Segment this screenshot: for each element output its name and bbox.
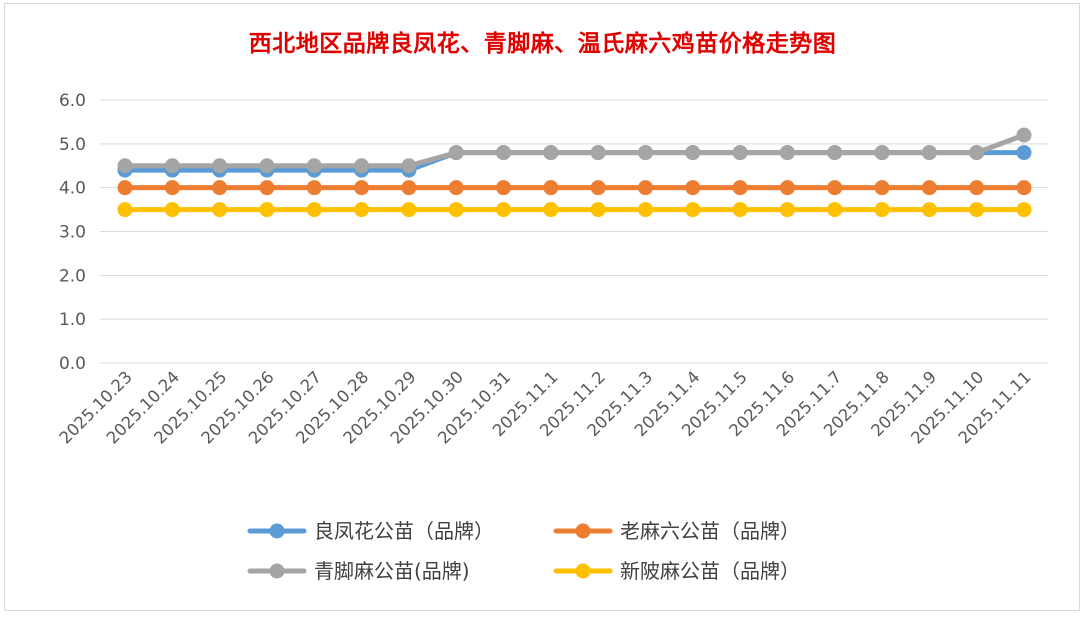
series-4	[117, 202, 1032, 218]
data-point	[827, 202, 843, 218]
chart-title: 西北地区品牌良凤花、青脚麻、温氏麻六鸡苗价格走势图	[248, 30, 837, 57]
data-point	[921, 202, 937, 218]
data-point	[448, 180, 464, 196]
data-point	[496, 180, 512, 196]
data-point	[448, 145, 464, 161]
legend: 良凤花公苗（品牌） 老麻六公苗（品牌） 青脚麻公苗(品牌) 新陂麻公苗（品牌）	[247, 519, 800, 583]
data-point	[827, 180, 843, 196]
data-point	[874, 180, 890, 196]
data-point	[779, 180, 795, 196]
data-point	[401, 180, 417, 196]
data-point	[921, 145, 937, 161]
data-point	[164, 158, 180, 174]
data-point	[637, 180, 653, 196]
gridlines	[100, 99, 1048, 364]
legend-item: 老麻六公苗（品牌）	[553, 519, 800, 543]
data-point	[354, 158, 370, 174]
legend-label: 新陂麻公苗（品牌）	[620, 559, 800, 583]
data-point	[1016, 145, 1032, 161]
data-point	[969, 202, 985, 218]
data-point	[732, 145, 748, 161]
data-point	[117, 202, 133, 218]
data-point	[685, 180, 701, 196]
legend-label: 青脚麻公苗(品牌)	[314, 559, 470, 583]
data-point	[543, 180, 559, 196]
y-tick-label: 0.0	[59, 354, 86, 374]
chart-frame	[4, 3, 1080, 611]
data-point	[306, 180, 322, 196]
data-point	[590, 145, 606, 161]
legend-swatch-marker	[575, 523, 591, 539]
series-line	[122, 132, 1027, 169]
x-axis-ticks: 2025.10.232025.10.242025.10.252025.10.26…	[56, 367, 1035, 447]
y-tick-label: 3.0	[59, 223, 86, 243]
data-point	[543, 202, 559, 218]
data-point	[1016, 202, 1032, 218]
data-point	[969, 180, 985, 196]
data-point	[259, 202, 275, 218]
legend-swatch-marker	[575, 563, 591, 579]
legend-label: 良凤花公苗（品牌）	[314, 519, 494, 543]
legend-item: 新陂麻公苗（品牌）	[553, 559, 800, 583]
series-1	[117, 145, 1032, 178]
data-point	[685, 202, 701, 218]
y-axis-ticks: 0.0 1.0 2.0 3.0 4.0 5.0 6.0	[59, 91, 86, 374]
data-point	[779, 145, 795, 161]
data-point	[117, 180, 133, 196]
data-point	[496, 202, 512, 218]
series-3	[117, 127, 1032, 174]
legend-item: 青脚麻公苗(品牌)	[247, 559, 470, 583]
data-point	[259, 158, 275, 174]
data-point	[543, 145, 559, 161]
data-point	[354, 180, 370, 196]
y-tick-label: 5.0	[59, 135, 86, 155]
y-tick-label: 2.0	[59, 266, 86, 286]
y-tick-label: 1.0	[59, 310, 86, 330]
data-point	[354, 202, 370, 218]
data-point	[779, 202, 795, 218]
data-point	[401, 158, 417, 174]
data-point	[637, 202, 653, 218]
data-point	[259, 180, 275, 196]
data-point	[969, 145, 985, 161]
data-point	[590, 180, 606, 196]
data-point	[117, 158, 133, 174]
data-point	[212, 202, 228, 218]
data-point	[732, 202, 748, 218]
legend-swatch-marker	[269, 523, 285, 539]
data-point	[401, 202, 417, 218]
y-tick-label: 6.0	[59, 91, 86, 111]
data-point	[212, 158, 228, 174]
series-lines	[117, 127, 1032, 218]
data-point	[1016, 127, 1032, 143]
data-point	[496, 145, 512, 161]
legend-item: 良凤花公苗（品牌）	[247, 519, 494, 543]
data-point	[827, 145, 843, 161]
data-point	[306, 158, 322, 174]
data-point	[685, 145, 701, 161]
data-point	[212, 180, 228, 196]
data-point	[637, 145, 653, 161]
y-tick-label: 4.0	[59, 179, 86, 199]
data-point	[590, 202, 606, 218]
data-point	[732, 180, 748, 196]
legend-label: 老麻六公苗（品牌）	[620, 519, 800, 543]
series-2	[117, 180, 1032, 196]
data-point	[306, 202, 322, 218]
data-point	[448, 202, 464, 218]
data-point	[921, 180, 937, 196]
data-point	[164, 202, 180, 218]
data-point	[164, 180, 180, 196]
data-point	[874, 202, 890, 218]
legend-swatch-marker	[269, 563, 285, 579]
data-point	[874, 145, 890, 161]
data-point	[1016, 180, 1032, 196]
